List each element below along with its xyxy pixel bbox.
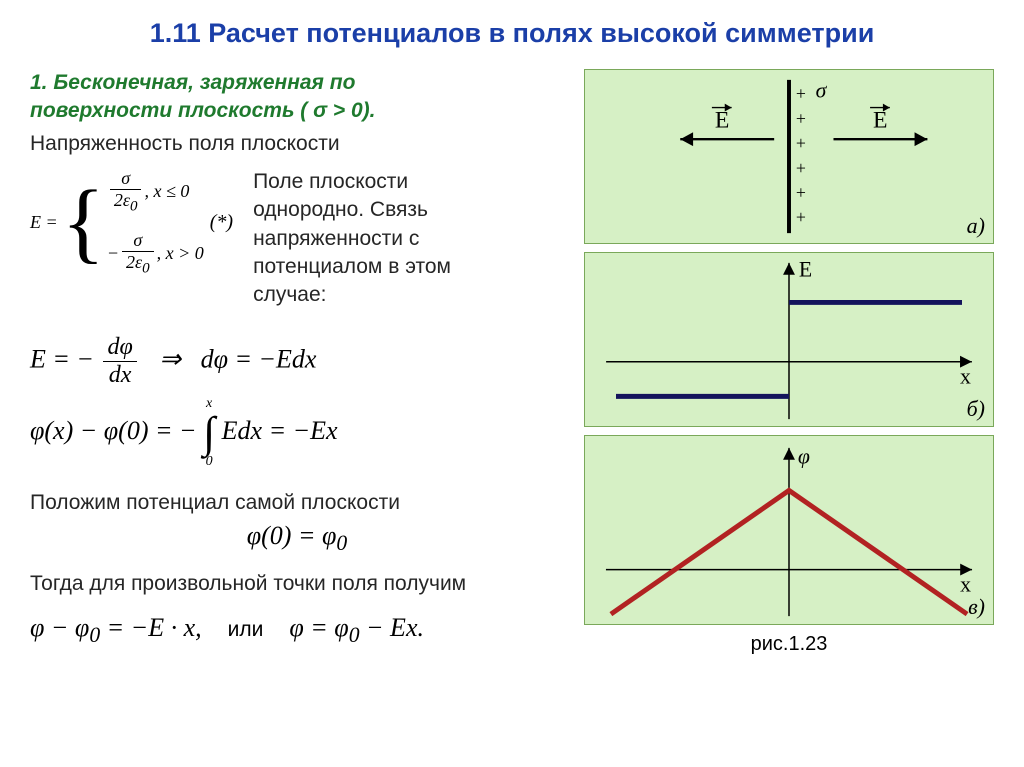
eq1-den: dx xyxy=(103,362,136,389)
eq1-lhs: E = − xyxy=(30,344,94,373)
svg-text:E: E xyxy=(873,107,888,133)
eq3-sub: 0 xyxy=(336,531,347,555)
piecewise-row: E = { σ 2ε0 , x ≤ 0 − σ 2ε0 xyxy=(30,168,564,310)
eq-integral: φ(x) − φ(0) = − x ∫ 0 Edx = −Ex xyxy=(30,397,564,469)
eq4-or: или xyxy=(228,618,264,641)
svg-text:+: + xyxy=(796,84,806,104)
figure-column: + + + + + + σ E E а) xyxy=(584,69,994,656)
case2-prefix: − xyxy=(107,243,119,264)
figure-panel-a: + + + + + + σ E E а) xyxy=(584,69,994,244)
diagram-a: + + + + + + σ E E xyxy=(585,70,993,243)
svg-text:+: + xyxy=(796,133,806,153)
svg-text:x: x xyxy=(960,364,971,388)
case2-sub: 0 xyxy=(142,260,150,276)
eq1-num: dφ xyxy=(103,334,136,362)
arrow-icon: ⇒ xyxy=(159,344,181,373)
derivation-block: E = − dφ dx ⇒ dφ = −Edx φ(x) − φ(0) = − … xyxy=(30,334,564,469)
formula-marker: (*) xyxy=(210,211,233,234)
svg-text:E: E xyxy=(799,258,812,282)
intro-line: Напряженность поля плоскости xyxy=(30,130,564,158)
figure-panel-c: φ x в) xyxy=(584,435,994,625)
svg-text:+: + xyxy=(796,207,806,227)
panel-b-label: б) xyxy=(967,396,985,422)
eq4a-l: φ − φ xyxy=(30,613,89,642)
main-content: 1. Бесконечная, заряженная по поверхност… xyxy=(30,69,994,656)
case1-cond: , x ≤ 0 xyxy=(144,181,189,202)
eq2-rhs: Edx = −Ex xyxy=(222,416,338,445)
eq-final-row: φ − φ0 = −E · x, или φ = φ0 − Ex. xyxy=(30,613,564,648)
eq4b-r: − Ex. xyxy=(360,613,424,642)
panel-a-label: а) xyxy=(967,213,985,239)
case2-den: 2ε xyxy=(126,252,142,272)
figure-panel-b: E x б) xyxy=(584,252,994,427)
piecewise-formula: E = { σ 2ε0 , x ≤ 0 − σ 2ε0 xyxy=(30,168,239,277)
heading-line1: 1. Бесконечная, заряженная по xyxy=(30,71,355,94)
piecewise-lhs: E = xyxy=(30,212,58,233)
int-lower: 0 xyxy=(206,455,213,469)
integral-icon: x ∫ 0 xyxy=(203,397,215,469)
eq2-lhs: φ(x) − φ(0) = − xyxy=(30,416,197,445)
piecewise-case2: − σ 2ε0 , x > 0 xyxy=(107,230,204,278)
eq3: φ(0) = φ xyxy=(247,521,337,550)
chart-b: E x xyxy=(585,253,993,426)
page-title: 1.11 Расчет потенциалов в полях высокой … xyxy=(30,18,994,49)
case2-num: σ xyxy=(122,230,154,252)
svg-text:σ: σ xyxy=(816,79,828,103)
text-result: Тогда для произвольной точки поля получи… xyxy=(30,570,564,598)
svg-text:+: + xyxy=(796,108,806,128)
eq1-rhs: dφ = −Edx xyxy=(201,344,317,373)
side-paragraph: Поле плоскости однородно. Связь напряжен… xyxy=(253,168,513,310)
eq4a-sub: 0 xyxy=(89,623,100,647)
eq4a-r: = −E · x, xyxy=(100,613,202,642)
svg-text:x: x xyxy=(960,572,971,596)
heading-line2: поверхности плоскость ( σ > 0). xyxy=(30,99,375,122)
eq4b-sub: 0 xyxy=(349,623,360,647)
chart-c: φ x xyxy=(585,436,993,624)
svg-text:E: E xyxy=(715,107,730,133)
svg-text:φ: φ xyxy=(798,445,810,469)
left-column: 1. Бесконечная, заряженная по поверхност… xyxy=(30,69,564,656)
eq-E-dphi: E = − dφ dx ⇒ dφ = −Edx xyxy=(30,334,564,389)
eq4b-l: φ = φ xyxy=(289,613,348,642)
section-heading: 1. Бесконечная, заряженная по поверхност… xyxy=(30,69,564,126)
panel-c-label: в) xyxy=(968,594,985,620)
case2-cond: , x > 0 xyxy=(157,243,204,264)
case1-sub: 0 xyxy=(130,199,138,215)
eq-phi0: φ(0) = φ0 xyxy=(30,521,564,556)
case1-num: σ xyxy=(110,168,142,190)
text-assume: Положим потенциал самой плоскости xyxy=(30,489,564,517)
piecewise-case1: σ 2ε0 , x ≤ 0 xyxy=(107,168,204,216)
svg-text:+: + xyxy=(796,183,806,203)
figure-caption: рис.1.23 xyxy=(584,633,994,656)
svg-text:+: + xyxy=(796,158,806,178)
brace-icon: { xyxy=(62,188,105,258)
case1-den: 2ε xyxy=(114,190,130,210)
